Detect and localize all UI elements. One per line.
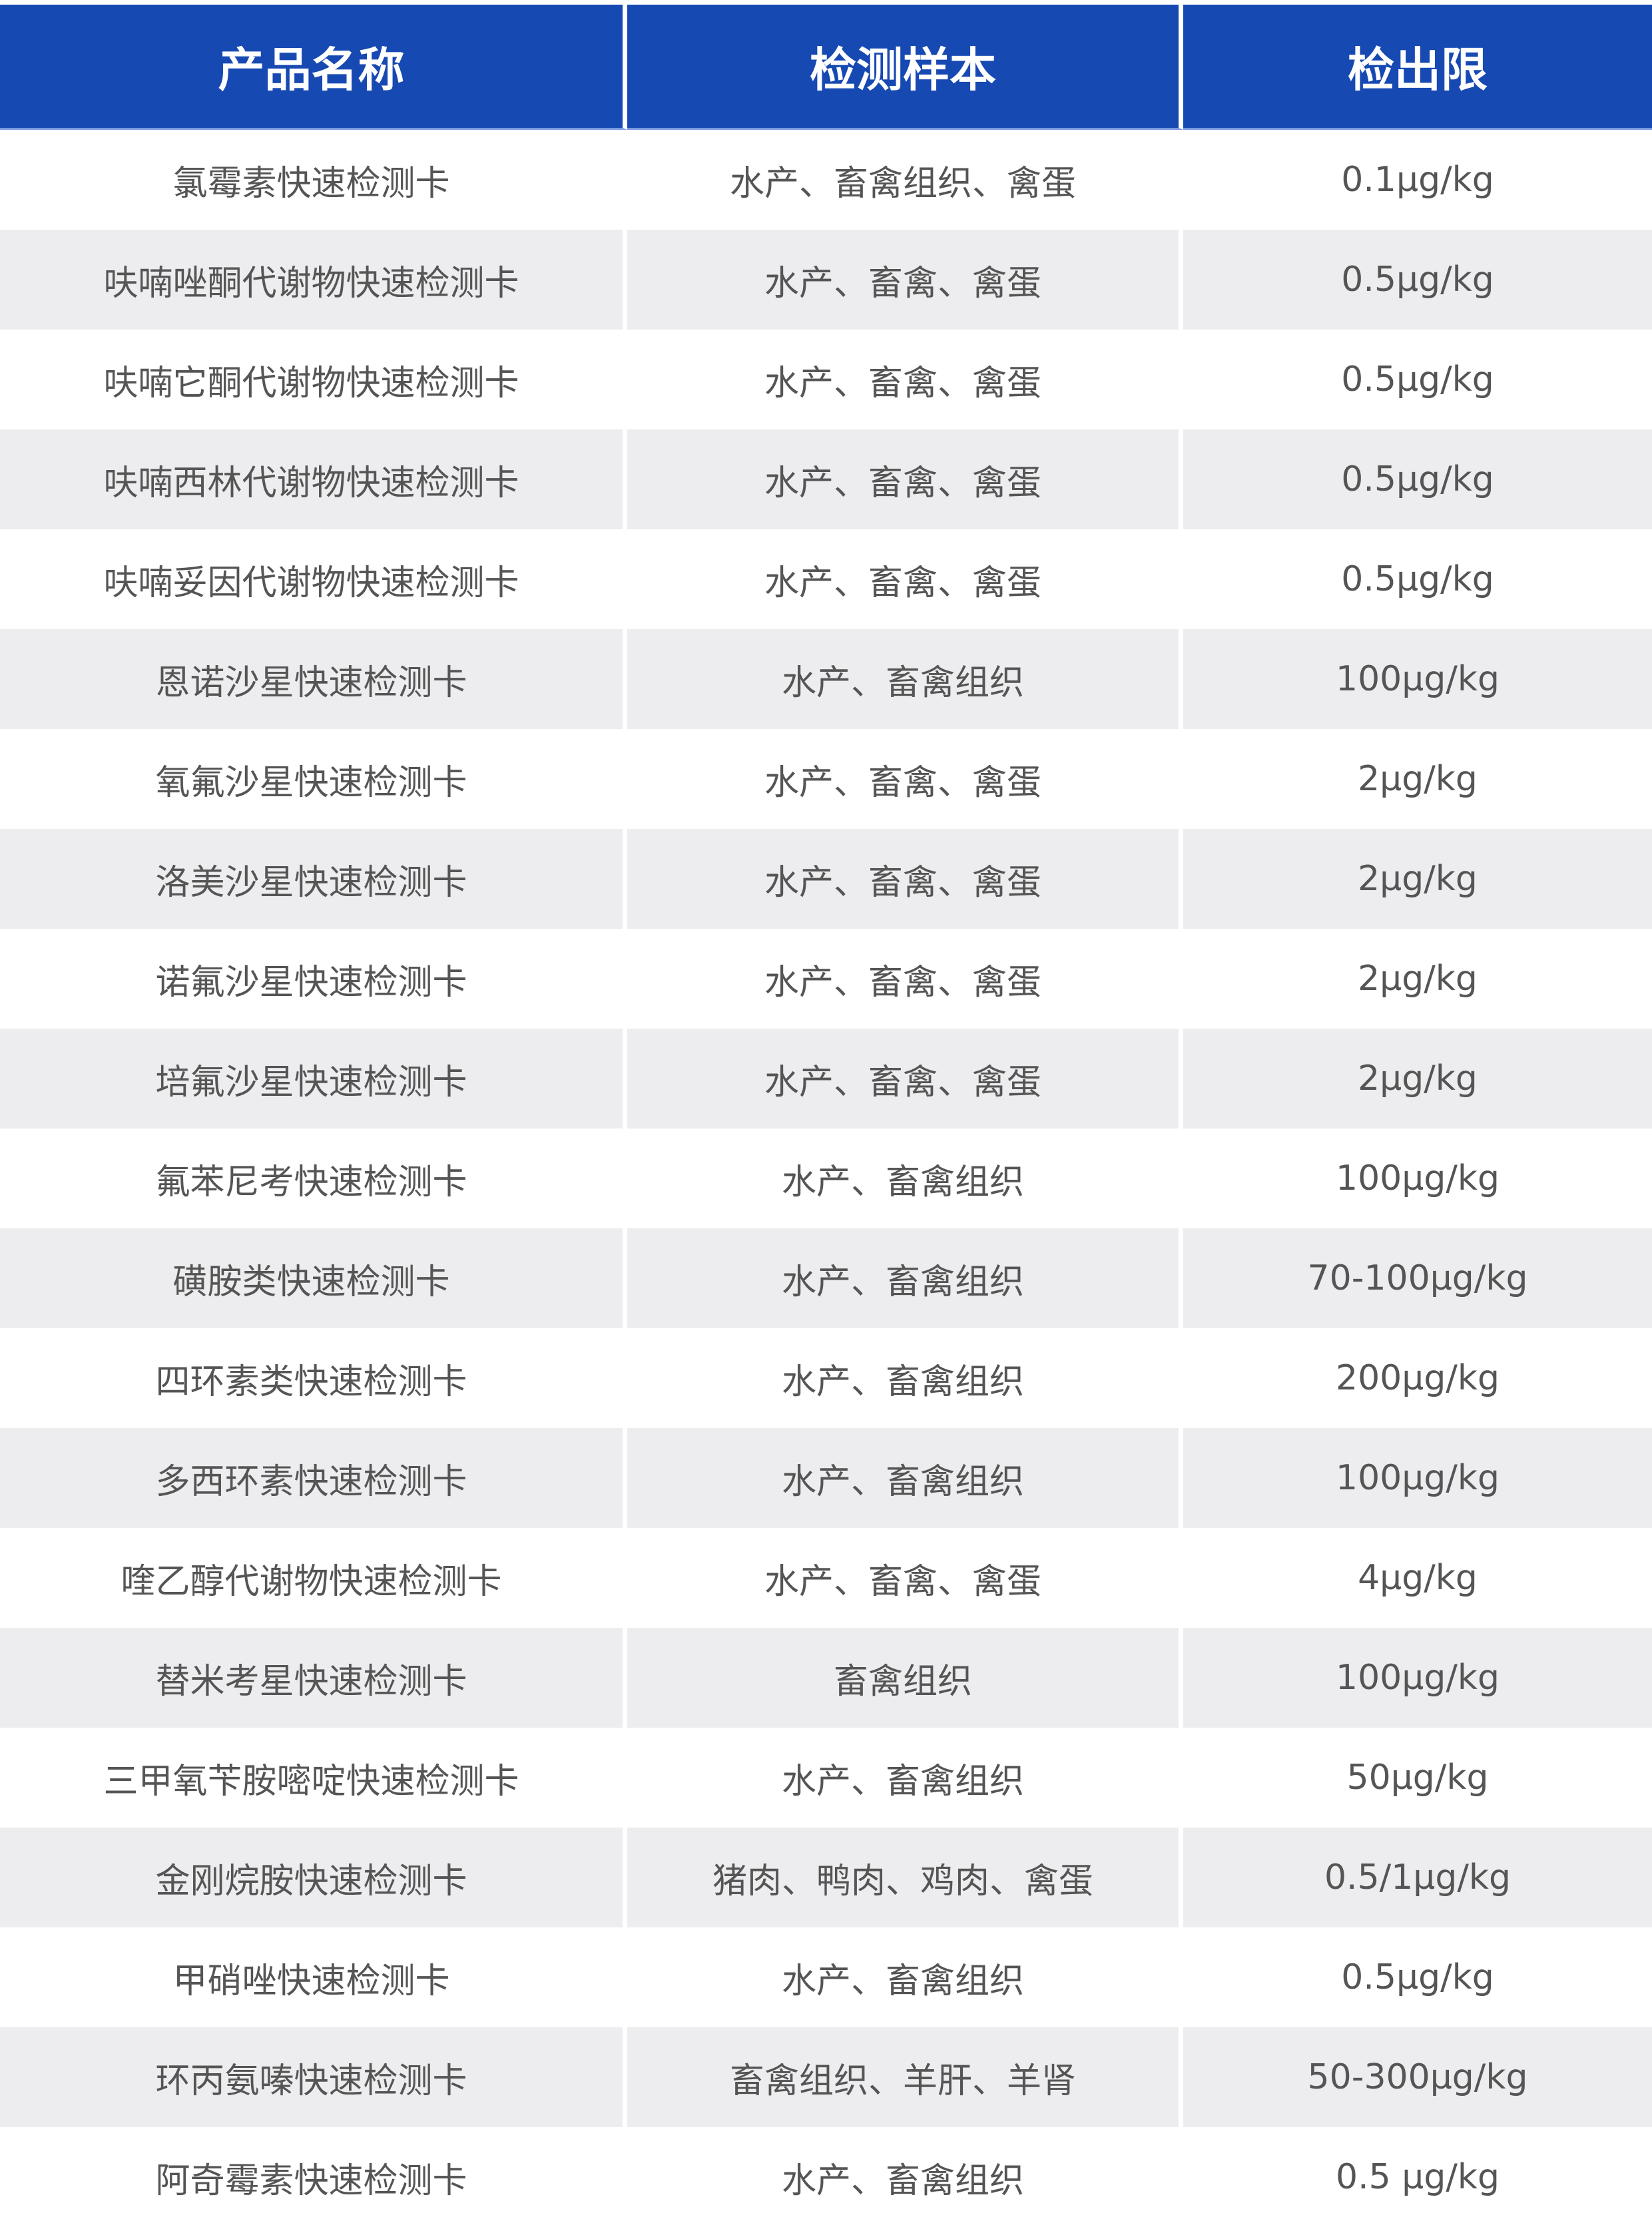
table-row: 恩诺沙星快速检测卡 水产、畜禽组织 100μg/kg <box>0 629 1652 729</box>
product-name-cell: 呋喃它酮代谢物快速检测卡 <box>0 330 627 429</box>
test-sample-cell: 水产、畜禽、禽蛋 <box>627 429 1183 529</box>
table-row: 培氟沙星快速检测卡 水产、畜禽、禽蛋 2μg/kg <box>0 1029 1652 1128</box>
detection-limit-cell: 0.5μg/kg <box>1341 1957 1494 1997</box>
detection-limit-cell: 4μg/kg <box>1358 1558 1478 1598</box>
detection-limit-cell: 0.5 μg/kg <box>1336 2157 1500 2197</box>
product-name-cell: 四环素类快速检测卡 <box>0 1328 627 1428</box>
table-row: 甲硝唑快速检测卡 水产、畜禽组织 0.5μg/kg <box>0 1927 1652 2027</box>
table-row: 喹乙醇代谢物快速检测卡 水产、畜禽、禽蛋 4μg/kg <box>0 1528 1652 1628</box>
table-row: 呋喃西林代谢物快速检测卡 水产、畜禽、禽蛋 0.5μg/kg <box>0 429 1652 529</box>
detection-limit-cell: 2μg/kg <box>1183 829 1652 929</box>
detection-limit-cell: 0.5μg/kg <box>1183 230 1652 330</box>
detection-limit-cell: 2μg/kg <box>1183 1029 1652 1128</box>
table-row: 洛美沙星快速检测卡 水产、畜禽、禽蛋 2μg/kg <box>0 829 1652 929</box>
product-name-cell: 甲硝唑快速检测卡 <box>0 1927 627 2027</box>
detection-limit-cell: 0.5μg/kg <box>1341 360 1494 399</box>
product-name-cell: 喹乙醇代谢物快速检测卡 <box>0 1528 627 1628</box>
detection-limit-cell: 2μg/kg <box>1358 959 1478 999</box>
detection-limit-cell: 2μg/kg <box>1358 759 1478 799</box>
product-name-cell: 多西环素快速检测卡 <box>0 1428 627 1528</box>
table-row: 环丙氨嗪快速检测卡 畜禽组织、羊肝、羊肾 50-300μg/kg <box>0 2027 1652 2127</box>
product-name-cell: 氧氟沙星快速检测卡 <box>0 729 627 829</box>
table-row: 阿奇霉素快速检测卡 水产、畜禽组织 0.5 μg/kg <box>0 2127 1652 2227</box>
product-name-cell: 磺胺类快速检测卡 <box>0 1228 627 1328</box>
product-table: 产品名称 检测样本 检出限 氯霉素快速检测卡 水产、畜禽组织、禽蛋 0.1μg/kg… <box>0 5 1652 2227</box>
table-row: 氧氟沙星快速检测卡 水产、畜禽、禽蛋 2μg/kg <box>0 729 1652 829</box>
test-sample-cell: 水产、畜禽、禽蛋 <box>627 529 1183 629</box>
test-sample-cell: 水产、畜禽组织 <box>627 1927 1183 2027</box>
header-product-name: 产品名称 <box>0 5 627 130</box>
detection-limit-cell: 0.1μg/kg <box>1341 160 1494 200</box>
table-row: 氟苯尼考快速检测卡 水产、畜禽组织 100μg/kg <box>0 1128 1652 1228</box>
test-sample-cell: 猪肉、鸭肉、鸡肉、禽蛋 <box>627 1828 1183 1927</box>
detection-limit-cell: 0.5μg/kg <box>1183 429 1652 529</box>
table-row: 呋喃唑酮代谢物快速检测卡 水产、畜禽、禽蛋 0.5μg/kg <box>0 230 1652 330</box>
detection-limit-cell: 200μg/kg <box>1336 1358 1500 1398</box>
detection-limit-cell: 100μg/kg <box>1183 1628 1652 1728</box>
detection-limit-cell: 100μg/kg <box>1183 629 1652 729</box>
test-sample-cell: 水产、畜禽、禽蛋 <box>627 729 1183 829</box>
test-sample-cell: 水产、畜禽组织、禽蛋 <box>627 130 1183 230</box>
test-sample-cell: 水产、畜禽组织 <box>627 1728 1183 1828</box>
table-row: 金刚烷胺快速检测卡 猪肉、鸭肉、鸡肉、禽蛋 0.5/1μg/kg <box>0 1828 1652 1927</box>
product-name-cell: 金刚烷胺快速检测卡 <box>0 1828 627 1927</box>
product-name-cell: 环丙氨嗪快速检测卡 <box>0 2027 627 2127</box>
test-sample-cell: 水产、畜禽组织 <box>627 1228 1183 1328</box>
test-sample-cell: 水产、畜禽、禽蛋 <box>627 230 1183 330</box>
test-sample-cell: 水产、畜禽组织 <box>627 1128 1183 1228</box>
product-name-cell: 三甲氧苄胺嘧啶快速检测卡 <box>0 1728 627 1828</box>
product-name-cell: 诺氟沙星快速检测卡 <box>0 929 627 1029</box>
product-name-cell: 阿奇霉素快速检测卡 <box>0 2127 627 2227</box>
product-name-cell: 氯霉素快速检测卡 <box>0 130 627 230</box>
test-sample-cell: 水产、畜禽、禽蛋 <box>627 330 1183 429</box>
detection-limit-cell: 100μg/kg <box>1183 1428 1652 1528</box>
detection-limit-cell: 50μg/kg <box>1346 1758 1489 1798</box>
product-name-cell: 恩诺沙星快速检测卡 <box>0 629 627 729</box>
product-name-cell: 氟苯尼考快速检测卡 <box>0 1128 627 1228</box>
test-sample-cell: 水产、畜禽、禽蛋 <box>627 1029 1183 1128</box>
table-row: 替米考星快速检测卡 畜禽组织 100μg/kg <box>0 1628 1652 1728</box>
product-name-cell: 呋喃唑酮代谢物快速检测卡 <box>0 230 627 330</box>
table-row: 呋喃妥因代谢物快速检测卡 水产、畜禽、禽蛋 0.5μg/kg <box>0 529 1652 629</box>
table-row: 四环素类快速检测卡 水产、畜禽组织 200μg/kg <box>0 1328 1652 1428</box>
test-sample-cell: 水产、畜禽、禽蛋 <box>627 929 1183 1029</box>
detection-limit-cell: 0.5/1μg/kg <box>1183 1828 1652 1927</box>
test-sample-cell: 畜禽组织 <box>627 1628 1183 1728</box>
test-sample-cell: 水产、畜禽、禽蛋 <box>627 829 1183 929</box>
detection-limit-cell: 0.5μg/kg <box>1341 559 1494 599</box>
test-sample-cell: 水产、畜禽组织 <box>627 1428 1183 1528</box>
detection-limit-cell: 100μg/kg <box>1336 1158 1500 1198</box>
test-sample-cell: 水产、畜禽组织 <box>627 629 1183 729</box>
header-detection-limit: 检出限 <box>1183 5 1652 130</box>
table-row: 多西环素快速检测卡 水产、畜禽组织 100μg/kg <box>0 1428 1652 1528</box>
header-test-sample: 检测样本 <box>627 5 1183 130</box>
product-name-cell: 洛美沙星快速检测卡 <box>0 829 627 929</box>
table-row: 诺氟沙星快速检测卡 水产、畜禽、禽蛋 2μg/kg <box>0 929 1652 1029</box>
table-header-row: 产品名称 检测样本 检出限 <box>0 5 1652 130</box>
test-sample-cell: 畜禽组织、羊肝、羊肾 <box>627 2027 1183 2127</box>
detection-limit-cell: 50-300μg/kg <box>1183 2027 1652 2127</box>
table-row: 呋喃它酮代谢物快速检测卡 水产、畜禽、禽蛋 0.5μg/kg <box>0 330 1652 429</box>
detection-limit-cell: 70-100μg/kg <box>1183 1228 1652 1328</box>
table-row: 三甲氧苄胺嘧啶快速检测卡 水产、畜禽组织 50μg/kg <box>0 1728 1652 1828</box>
product-name-cell: 培氟沙星快速检测卡 <box>0 1029 627 1128</box>
table-row: 磺胺类快速检测卡 水产、畜禽组织 70-100μg/kg <box>0 1228 1652 1328</box>
product-name-cell: 呋喃妥因代谢物快速检测卡 <box>0 529 627 629</box>
product-name-cell: 呋喃西林代谢物快速检测卡 <box>0 429 627 529</box>
product-name-cell: 替米考星快速检测卡 <box>0 1628 627 1728</box>
test-sample-cell: 水产、畜禽、禽蛋 <box>627 1528 1183 1628</box>
test-sample-cell: 水产、畜禽组织 <box>627 2127 1183 2227</box>
table-row: 氯霉素快速检测卡 水产、畜禽组织、禽蛋 0.1μg/kg <box>0 130 1652 230</box>
test-sample-cell: 水产、畜禽组织 <box>627 1328 1183 1428</box>
